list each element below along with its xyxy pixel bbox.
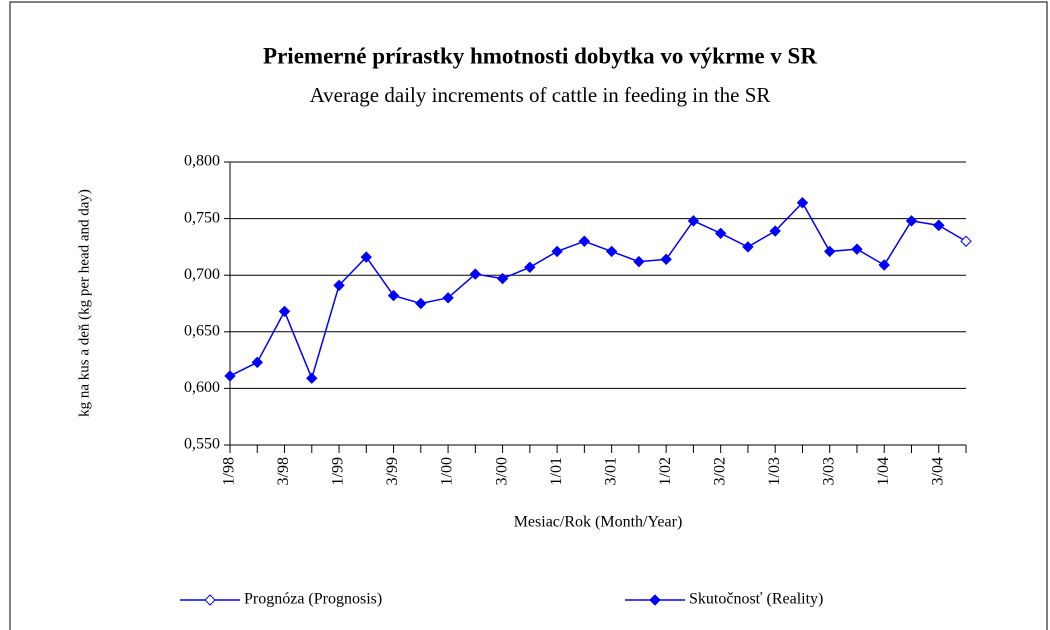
data-point [442,292,454,304]
x-tick-label: 1/04 [875,457,892,485]
data-point [224,370,236,382]
x-tick-label: 3/00 [493,457,510,485]
data-point [905,215,918,227]
x-tick-label: 1/99 [330,457,347,485]
data-point [551,245,563,258]
x-tick-label: 1/03 [766,457,783,485]
data-point [333,279,345,292]
data-point [605,245,618,258]
data-point [687,215,700,227]
data-point [933,219,945,232]
data-point [524,261,536,273]
data-point [823,245,836,258]
data-point [660,253,672,266]
y-axis-title: kg na kus a deň (kg per head and day) [76,189,92,417]
chart-frame [9,1,1048,630]
x-tick-label: 3/02 [711,457,728,485]
chart-subtitle: Average daily increments of cattle in fe… [310,83,771,107]
x-tick-label: 1/98 [221,457,238,485]
data-point [278,305,291,318]
y-tick-label: 0,650 [184,322,220,339]
data-point [578,235,591,247]
data-point [742,241,754,253]
data-point [633,255,645,268]
y-tick-label: 0,600 [184,379,220,396]
data-point [796,197,809,209]
legend-marker [649,594,661,606]
data-point [469,268,482,280]
x-axis-title: Mesiac/Rok (Month/Year) [514,514,683,531]
data-point [306,372,318,384]
legend-marker [204,594,216,606]
x-tick-label: 1/00 [439,457,456,485]
series-line [938,224,967,242]
y-tick-label: 0,750 [184,209,220,226]
y-tick-label: 0,700 [184,266,220,283]
data-point [769,225,781,237]
data-point [714,227,727,240]
y-tick-label: 0,550 [184,436,220,453]
data-point [360,251,373,263]
y-tick-label: 0,800 [184,153,220,170]
x-tick-label: 1/01 [548,457,565,485]
legend-label: Prognóza (Prognosis) [244,591,382,608]
x-tick-label: 3/03 [820,457,837,485]
data-point [960,235,972,247]
data-point [387,289,400,302]
data-point [415,297,427,310]
data-point [496,272,509,285]
x-tick-label: 3/99 [384,457,401,485]
data-point [878,259,890,271]
data-point [851,243,863,255]
x-tick-label: 3/98 [275,457,292,485]
x-tick-label: 1/02 [657,457,674,485]
x-tick-label: 3/04 [929,457,946,485]
data-point [251,356,263,369]
legend-label: Skutočnosť (Reality) [689,591,823,608]
chart-title: Priemerné prírastky hmotnosti dobytka vo… [263,43,817,68]
x-tick-label: 3/01 [602,457,619,485]
